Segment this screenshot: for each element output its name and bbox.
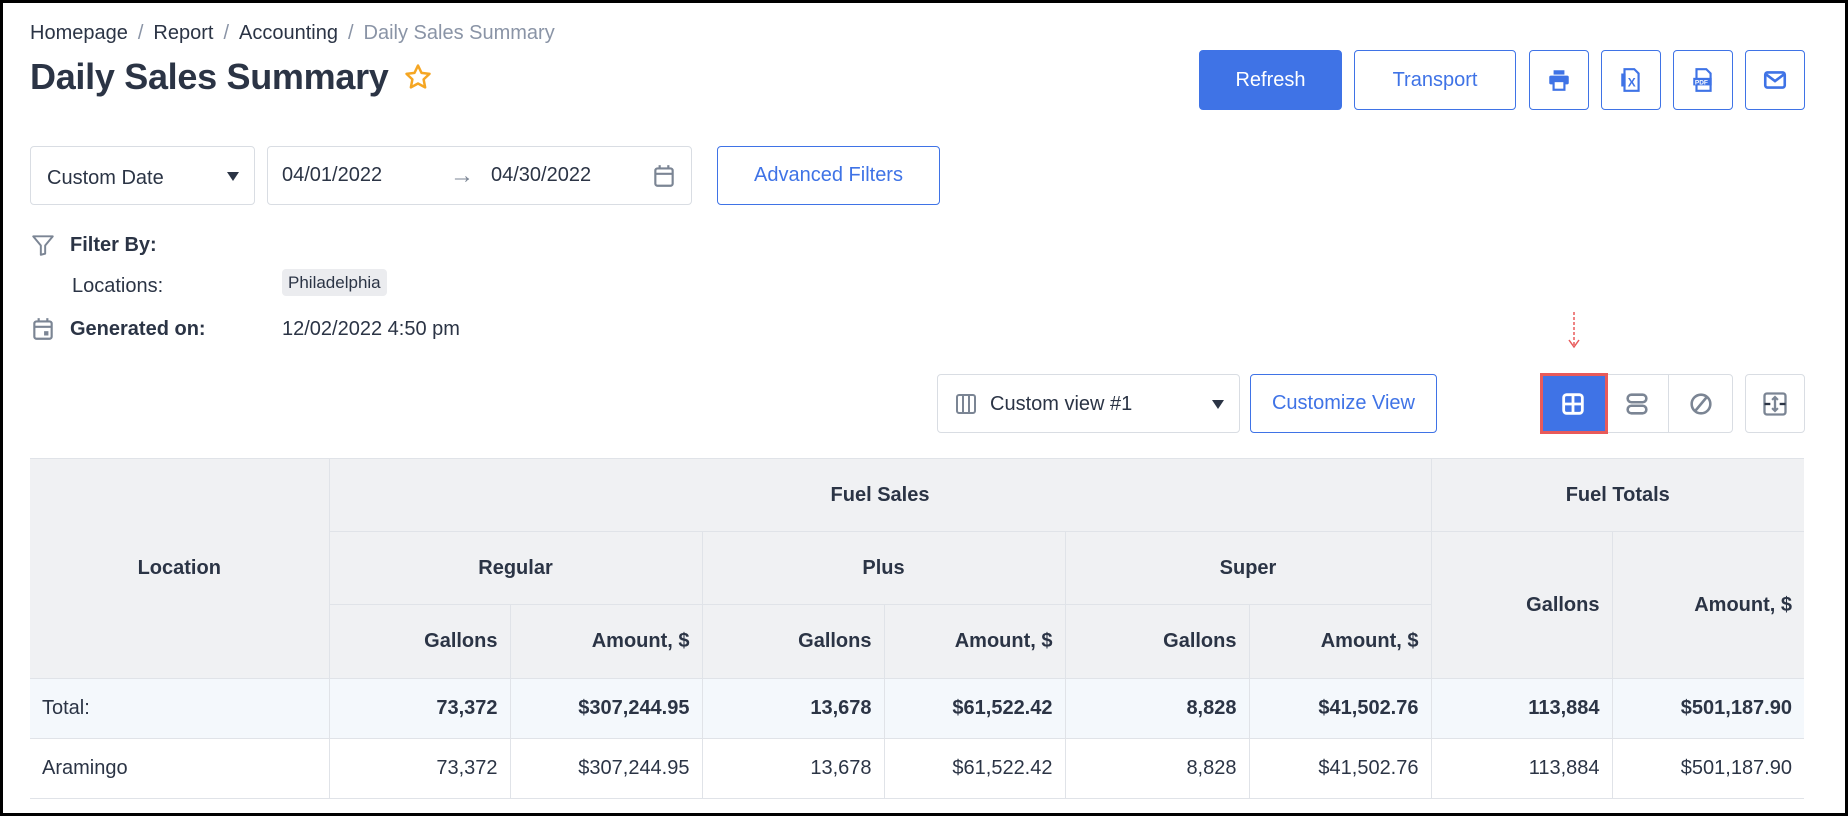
cell-location: Aramingo	[30, 738, 329, 799]
email-icon	[1763, 71, 1787, 89]
cell-plus-gallons: 13,678	[701, 678, 884, 739]
cell-regular-amount: $307,244.95	[509, 678, 702, 739]
page-title: Daily Sales Summary	[30, 56, 389, 97]
svg-text:PDF: PDF	[1695, 79, 1708, 86]
title-row: Daily Sales Summary	[30, 56, 433, 98]
chevron-down-icon	[227, 172, 239, 181]
print-button[interactable]	[1529, 50, 1589, 110]
date-range-picker[interactable]: 04/01/2022 → 04/30/2022	[267, 146, 692, 205]
chart-view-toggle[interactable]	[1669, 375, 1732, 432]
header-plus-gallons[interactable]: Gallons	[701, 604, 885, 679]
breadcrumb-report[interactable]: Report	[153, 22, 214, 44]
header-super-amount[interactable]: Amount, $	[1248, 604, 1432, 679]
custom-view-value: Custom view #1	[990, 393, 1133, 415]
date-from-input[interactable]: 04/01/2022	[282, 164, 383, 186]
columns-icon	[956, 394, 976, 414]
arrow-right-icon: →	[450, 161, 474, 189]
email-button[interactable]	[1745, 50, 1805, 110]
header-super-gallons[interactable]: Gallons	[1064, 604, 1250, 679]
cell-super-amount: $41,502.76	[1248, 738, 1431, 799]
cell-plus-amount: $61,522.42	[883, 738, 1065, 799]
filter-by-label: Filter By:	[70, 233, 157, 256]
cell-total-gallons: 113,884	[1430, 738, 1612, 799]
pdf-export-icon: PDF	[1693, 68, 1712, 92]
advanced-filters-button[interactable]: Advanced Filters	[717, 146, 940, 205]
filter-by-row: Filter By:	[30, 232, 157, 258]
cell-location: Total:	[30, 678, 329, 739]
breadcrumb-separator: /	[223, 22, 229, 44]
excel-export-button[interactable]: X	[1601, 50, 1661, 110]
grid-view-icon	[1562, 392, 1585, 415]
star-outline-icon[interactable]	[403, 62, 433, 92]
breadcrumb: Homepage / Report / Accounting / Daily S…	[30, 22, 555, 45]
cell-super-gallons: 8,828	[1064, 678, 1249, 739]
cell-plus-amount: $61,522.42	[883, 678, 1065, 739]
header-total-gallons[interactable]: Gallons	[1430, 531, 1613, 679]
cell-total-gallons: 113,884	[1430, 678, 1612, 739]
location-chip: Philadelphia	[282, 269, 387, 296]
transport-button[interactable]: Transport	[1354, 50, 1516, 110]
date-preset-value: Custom Date	[47, 167, 164, 189]
breadcrumb-homepage[interactable]: Homepage	[30, 22, 128, 44]
list-view-toggle[interactable]	[1606, 375, 1670, 432]
row-height-button[interactable]	[1745, 374, 1805, 433]
breadcrumb-accounting[interactable]: Accounting	[239, 22, 338, 44]
chart-view-icon	[1690, 392, 1712, 415]
grid-view-toggle[interactable]	[1540, 373, 1608, 434]
annotation-arrow-icon	[1568, 312, 1580, 349]
header-plus-amount[interactable]: Amount, $	[883, 604, 1066, 679]
cell-plus-gallons: 13,678	[701, 738, 884, 799]
excel-export-icon: X	[1621, 68, 1640, 92]
cell-total-amount: $501,187.90	[1611, 678, 1804, 739]
view-toggle-group	[1540, 373, 1733, 434]
header-super: Super	[1064, 531, 1432, 605]
header-total-amount[interactable]: Amount, $	[1611, 531, 1804, 679]
generated-label: Generated on:	[70, 317, 206, 340]
svg-text:X: X	[1628, 76, 1636, 90]
generated-value: 12/02/2022 4:50 pm	[282, 318, 460, 340]
custom-view-select[interactable]: Custom view #1	[937, 374, 1240, 433]
locations-chips: Philadelphia	[282, 269, 387, 296]
customize-view-button[interactable]: Customize View	[1250, 374, 1437, 433]
date-preset-select[interactable]: Custom Date	[30, 146, 255, 205]
list-view-icon	[1626, 392, 1648, 415]
chevron-down-icon	[1212, 400, 1224, 409]
report-table: Location Fuel Sales Fuel Totals Regular …	[30, 458, 1804, 799]
cell-total-amount: $501,187.90	[1611, 738, 1804, 799]
pdf-export-button[interactable]: PDF	[1673, 50, 1733, 110]
breadcrumb-separator: /	[347, 22, 354, 44]
generated-row: Generated on:	[30, 316, 206, 342]
row-height-icon	[1763, 391, 1787, 416]
table-row[interactable]: Aramingo 73,372 $307,244.95 13,678 $61,5…	[30, 738, 1804, 799]
cell-super-amount: $41,502.76	[1248, 678, 1431, 739]
refresh-button[interactable]: Refresh	[1199, 50, 1342, 110]
cell-super-gallons: 8,828	[1064, 738, 1249, 799]
locations-label: Locations:	[72, 275, 164, 297]
header-regular: Regular	[329, 531, 703, 605]
print-icon	[1549, 70, 1569, 91]
header-regular-amount[interactable]: Amount, $	[509, 604, 703, 679]
header-location[interactable]: Location	[30, 458, 330, 679]
header-fuel-totals: Fuel Totals	[1430, 458, 1804, 532]
filter-icon	[32, 235, 54, 256]
cell-regular-gallons: 73,372	[328, 738, 510, 799]
breadcrumb-current: Daily Sales Summary	[363, 22, 555, 44]
cell-regular-gallons: 73,372	[328, 678, 510, 739]
calendar-icon	[33, 318, 53, 340]
calendar-icon[interactable]	[651, 163, 677, 189]
cell-regular-amount: $307,244.95	[509, 738, 702, 799]
header-regular-gallons[interactable]: Gallons	[329, 604, 511, 679]
date-to-input[interactable]: 04/30/2022	[491, 164, 592, 186]
header-fuel-sales: Fuel Sales	[328, 458, 1432, 532]
header-plus: Plus	[701, 531, 1066, 605]
breadcrumb-separator: /	[137, 22, 144, 44]
total-row: Total: 73,372 $307,244.95 13,678 $61,522…	[30, 678, 1804, 739]
